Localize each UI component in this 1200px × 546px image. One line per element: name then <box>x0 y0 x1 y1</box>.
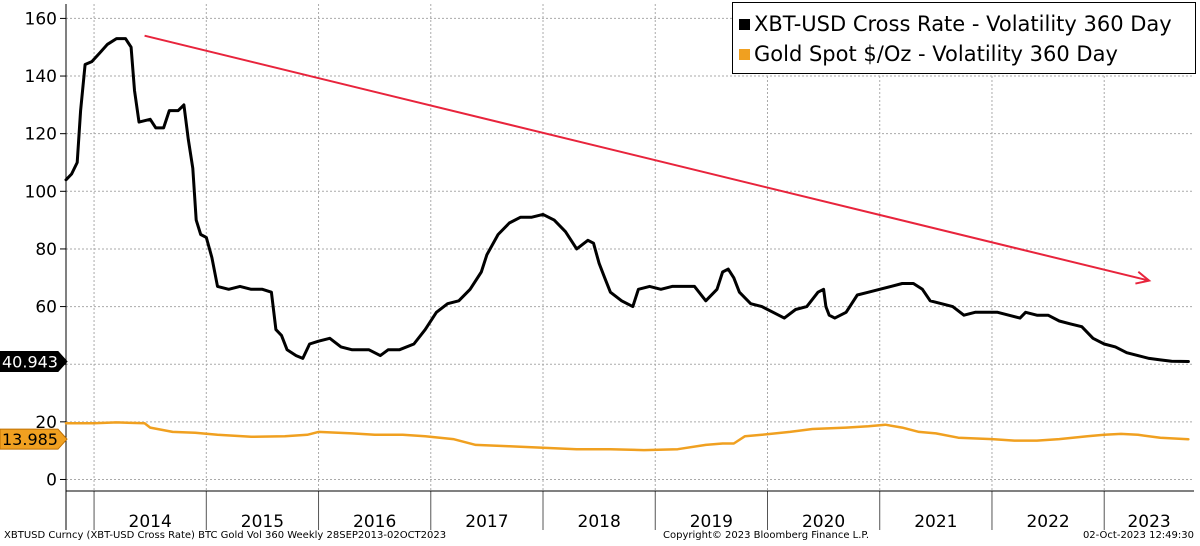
y-axis-ticks: 0 20 60 80 100 120 140 160 <box>25 9 66 490</box>
x-year-label: 2020 <box>802 512 845 532</box>
x-axis-year-labels: 2014 2015 2016 2017 2018 2019 2020 2021 2022 2023 <box>129 512 1171 532</box>
y-tick-label: 0 <box>46 470 57 490</box>
legend-label-gold: Gold Spot $/Oz - Volatility 360 Day <box>754 42 1118 66</box>
legend-swatch-xbt <box>739 18 750 30</box>
series-line-0 <box>64 37 1190 363</box>
trend-arrow-line <box>144 34 1150 282</box>
y-tick-label: 80 <box>35 240 57 260</box>
footer-copyright: Copyright© 2023 Bloomberg Finance L.P. <box>663 530 870 541</box>
legend-item-gold: Gold Spot $/Oz - Volatility 360 Day <box>739 39 1118 69</box>
x-year-label: 2015 <box>241 512 284 532</box>
x-year-label: 2018 <box>578 512 621 532</box>
x-year-label: 2019 <box>690 512 733 532</box>
trend-arrow-head <box>1135 270 1152 285</box>
y-tick-label: 160 <box>25 9 57 29</box>
y-tick-label: 140 <box>25 67 57 87</box>
y-tick-label: 20 <box>35 413 57 433</box>
last-value-tag-0 <box>0 350 68 372</box>
legend-item-xbt: XBT-USD Cross Rate - Volatility 360 Day <box>739 9 1172 39</box>
x-year-label: 2016 <box>353 512 396 532</box>
footer-source: XBTUSD Curncy (XBT-USD Cross Rate) BTC G… <box>4 530 447 541</box>
y-tick-label: 120 <box>25 125 57 145</box>
footer-timestamp: 02-Oct-2023 12:49:30 <box>1082 530 1194 541</box>
axes <box>65 4 1194 530</box>
series-lines <box>64 37 1190 452</box>
chart-legend: XBT-USD Cross Rate - Volatility 360 Day … <box>732 2 1196 74</box>
last-value-label-0: 40.943 <box>2 352 58 371</box>
legend-swatch-gold <box>739 48 750 60</box>
x-year-label: 2023 <box>1127 512 1170 532</box>
x-year-label: 2014 <box>129 512 172 532</box>
grid-lines <box>66 4 1194 491</box>
y-tick-label: 100 <box>25 182 57 202</box>
x-year-label: 2021 <box>914 512 957 532</box>
annotations <box>144 34 1152 285</box>
x-year-label: 2017 <box>465 512 508 532</box>
last-value-tag-1 <box>0 428 68 450</box>
y-tick-label: 60 <box>35 298 57 318</box>
series-line-1 <box>64 421 1190 452</box>
legend-label-xbt: XBT-USD Cross Rate - Volatility 360 Day <box>754 12 1172 36</box>
last-value-label-1: 13.985 <box>2 430 58 449</box>
x-year-label: 2022 <box>1026 512 1069 532</box>
last-value-markers: 40.943 13.985 <box>0 350 68 450</box>
